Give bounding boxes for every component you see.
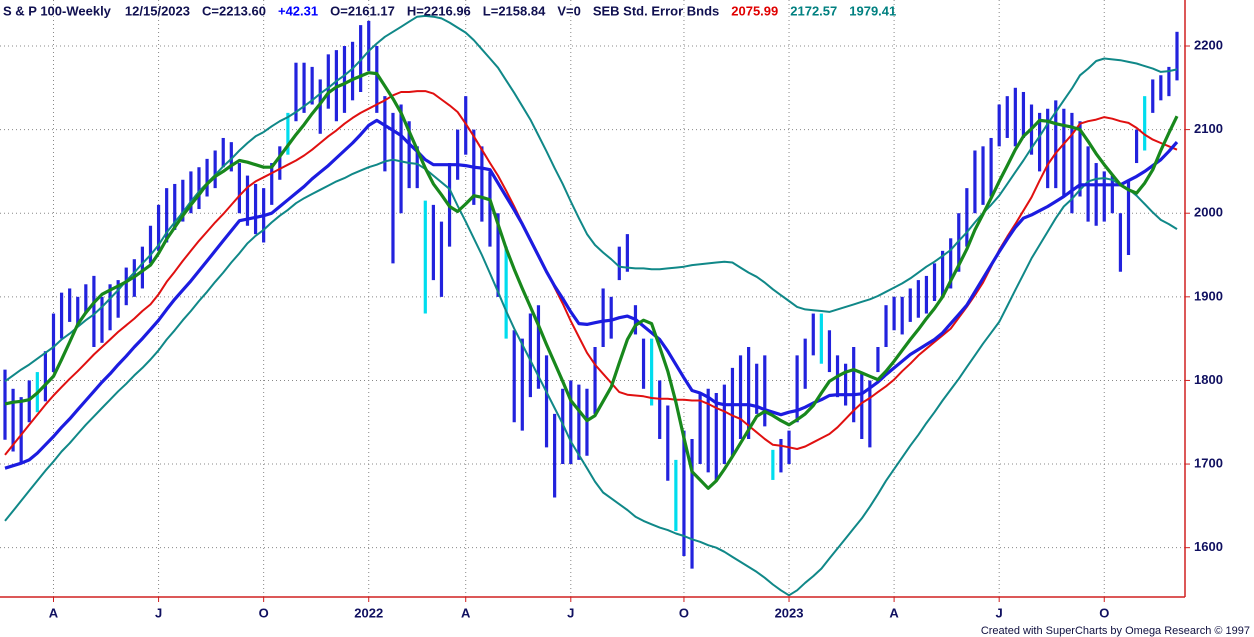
- x-tick-label: O: [679, 605, 689, 620]
- x-tick-label: 2022: [354, 605, 383, 620]
- x-tick-label: A: [461, 605, 471, 620]
- grid: [0, 0, 1185, 597]
- indicator-line: [4, 118, 1179, 470]
- header-item: 2172.57: [790, 3, 837, 18]
- indicator-line: [4, 90, 1178, 456]
- x-tick-label: J: [567, 605, 574, 620]
- y-tick-label: 1900: [1194, 288, 1223, 303]
- y-tick-label: 1600: [1194, 539, 1223, 554]
- x-tick-label: J: [996, 605, 1003, 620]
- x-tick-label: O: [259, 605, 269, 620]
- x-tick-label: A: [49, 605, 59, 620]
- header-item: L=2158.84: [483, 3, 546, 18]
- indicator-line: [4, 71, 1179, 490]
- y-tick-label: 1700: [1194, 455, 1223, 470]
- x-tick-label: A: [889, 605, 899, 620]
- header-item: SEB Std. Error Bnds: [593, 3, 719, 18]
- chart-title: S & P 100-Weekly: [3, 3, 112, 18]
- header-item: +42.31: [278, 3, 318, 18]
- y-tick-label: 2200: [1194, 37, 1223, 52]
- header-item: V=0: [557, 3, 581, 18]
- x-tick-label: J: [155, 605, 162, 620]
- header-item: 12/15/2023: [125, 3, 190, 18]
- plot-area: [3, 14, 1179, 597]
- y-tick-label: 1800: [1194, 372, 1223, 387]
- footer: Created with SuperCharts by Omega Resear…: [981, 625, 1250, 637]
- header-item: 1979.41: [849, 3, 896, 18]
- y-tick-label: 2000: [1194, 205, 1223, 220]
- y-tick-label: 2100: [1194, 121, 1223, 136]
- header: S & P 100-Weekly 12/15/2023 C=2213.60 +42.…: [3, 3, 896, 18]
- x-tick-label: O: [1099, 605, 1109, 620]
- header-item: 2075.99: [731, 3, 778, 18]
- header-item: C=2213.60: [202, 3, 266, 18]
- header-item: O=2161.17: [330, 3, 395, 18]
- x-tick-label: 2023: [775, 605, 804, 620]
- indicator-line: [4, 158, 1178, 597]
- header-item: H=2216.96: [407, 3, 471, 18]
